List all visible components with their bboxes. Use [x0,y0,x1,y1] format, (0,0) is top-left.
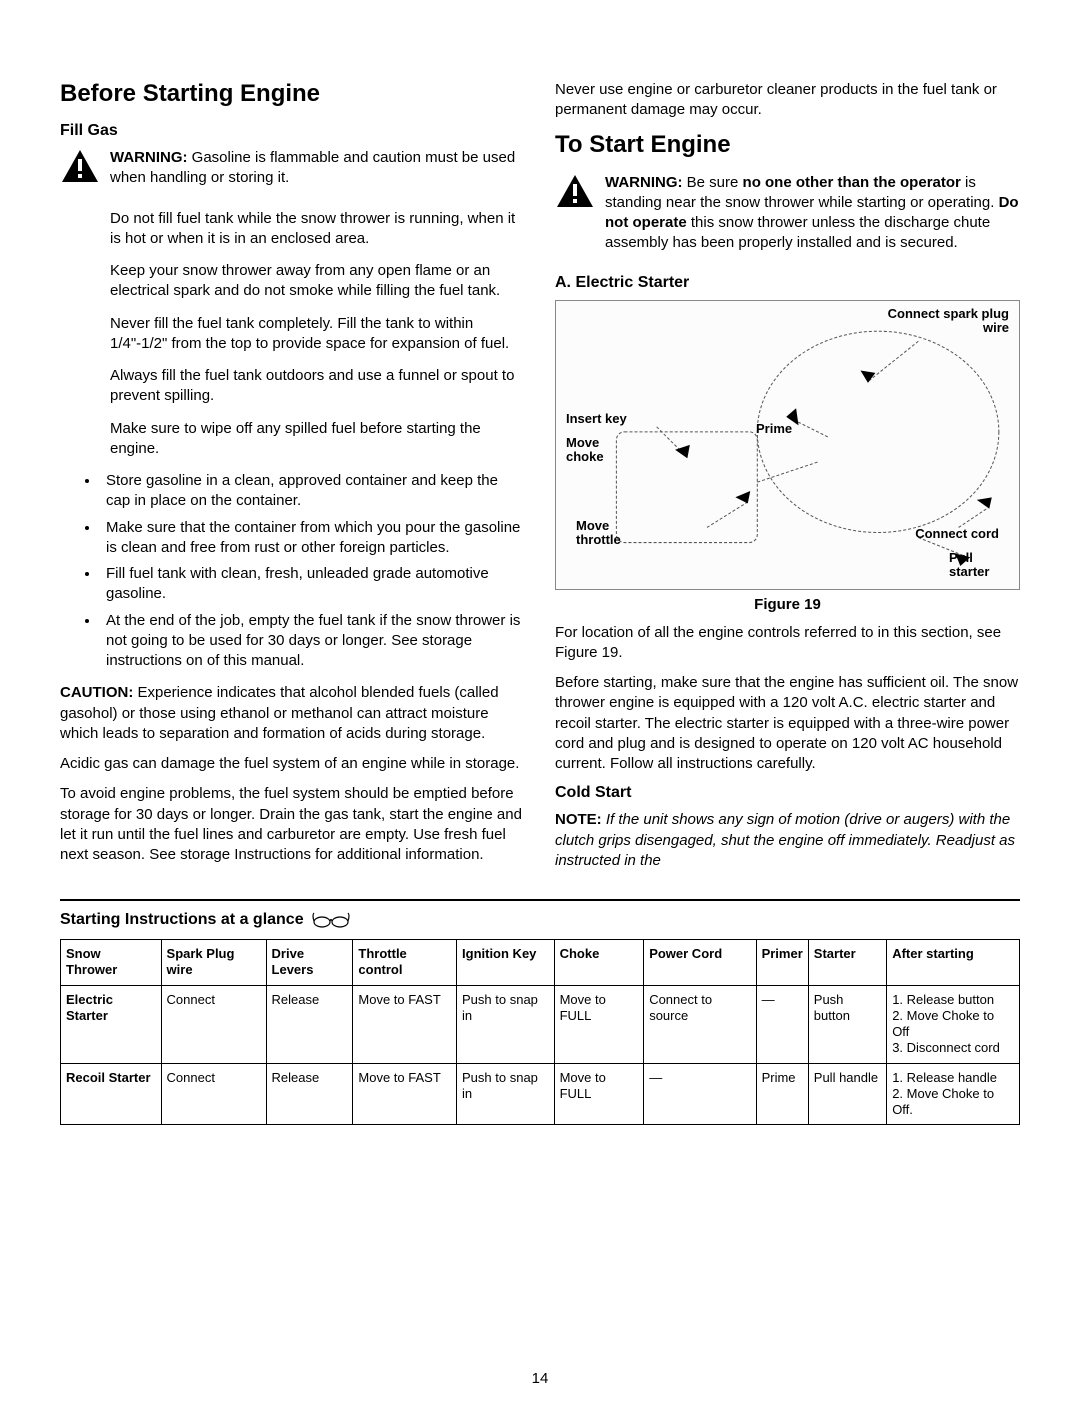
caution-paragraph: CAUTION: Experience indicates that alcoh… [60,683,525,744]
warning-paragraph: WARNING: Gasoline is flammable and cauti… [110,148,525,189]
heading-before-starting: Before Starting Engine [60,80,525,108]
safety-p2: Keep your snow thrower away from any ope… [110,261,525,302]
table-cell: Push to snap in [457,985,555,1063]
safety-p3: Never fill the fuel tank completely. Fil… [110,314,525,355]
glasses-icon [310,911,350,929]
bullet-item: Make sure that the container from which … [100,518,525,559]
th-power-cord: Power Cord [644,940,756,986]
th-starter: Starter [808,940,886,986]
heading-to-start: To Start Engine [555,131,1020,159]
table-cell: Release [266,1063,353,1125]
table-row: Electric StarterConnectReleaseMove to FA… [61,985,1020,1063]
warning-label: WARNING: [110,149,188,166]
row-header: Electric Starter [61,985,162,1063]
bullet-item: Fill fuel tank with clean, fresh, unlead… [100,564,525,605]
table-cell: 1. Release handle 2. Move Choke to Off. [887,1063,1020,1125]
subheading-electric-starter: A. Electric Starter [555,274,1020,292]
table-header-row: Snow Thrower Spark Plug wire Drive Lever… [61,940,1020,986]
before-starting-text: Before starting, make sure that the engi… [555,673,1020,774]
fig-label-choke: Move choke [566,436,626,465]
table-cell: — [756,985,808,1063]
two-column-layout: Before Starting Engine Fill Gas WARNING:… [60,80,1020,881]
warn-b: no one other than the operator [743,174,961,191]
table-row: Recoil StarterConnectReleaseMove to FAST… [61,1063,1020,1125]
th-primer: Primer [756,940,808,986]
th-spark-plug: Spark Plug wire [161,940,266,986]
note-label: NOTE: [555,811,602,828]
table-cell: Push to snap in [457,1063,555,1125]
subheading-fill-gas: Fill Gas [60,122,525,140]
figure-19-diagram: Connect spark plug wire Insert key Move … [555,300,1020,590]
bullet-item: At the end of the job, empty the fuel ta… [100,611,525,672]
th-throttle: Throttle control [353,940,457,986]
right-column: Never use engine or carburetor cleaner p… [555,80,1020,881]
fig-label-cord: Connect cord [915,526,999,541]
warn-a: Be sure [683,174,743,191]
subheading-cold-start: Cold Start [555,784,1020,802]
th-ignition-key: Ignition Key [457,940,555,986]
th-snow-thrower: Snow Thrower [61,940,162,986]
starting-instructions-table: Snow Thrower Spark Plug wire Drive Lever… [60,939,1020,1125]
table-cell: Move to FAST [353,985,457,1063]
caution-label: CAUTION: [60,684,133,701]
table-cell: Push button [808,985,886,1063]
fig-label-throttle: Move throttle [576,519,646,548]
table-cell: Move to FULL [554,985,644,1063]
table-cell: Connect [161,1063,266,1125]
glance-heading-row: Starting Instructions at a glance [60,911,1020,929]
table-cell: Move to FULL [554,1063,644,1125]
note-paragraph: NOTE: If the unit shows any sign of moti… [555,810,1020,871]
left-column: Before Starting Engine Fill Gas WARNING:… [60,80,525,881]
indented-safety-paragraphs: Do not fill fuel tank while the snow thr… [60,209,525,460]
table-cell: Release [266,985,353,1063]
glance-title: Starting Instructions at a glance [60,911,304,929]
th-drive-levers: Drive Levers [266,940,353,986]
acidic-paragraph: Acidic gas can damage the fuel system of… [60,754,525,774]
table-cell: Connect [161,985,266,1063]
warning-label: WARNING: [605,174,683,191]
bullet-item: Store gasoline in a clean, approved cont… [100,471,525,512]
avoid-paragraph: To avoid engine problems, the fuel syste… [60,784,525,865]
th-choke: Choke [554,940,644,986]
bullet-list: Store gasoline in a clean, approved cont… [100,471,525,671]
safety-p4: Always fill the fuel tank outdoors and u… [110,366,525,407]
table-cell: Pull handle [808,1063,886,1125]
table-body: Electric StarterConnectReleaseMove to FA… [61,985,1020,1125]
fig-label-starter: Pull starter [949,551,1009,580]
horizontal-rule [60,899,1020,901]
top-note: Never use engine or carburetor cleaner p… [555,80,1020,121]
table-cell: — [644,1063,756,1125]
th-after-starting: After starting [887,940,1020,986]
warning-block-right: WARNING: Be sure no one other than the o… [555,173,1020,264]
page-number: 14 [0,1370,1080,1387]
warning-block: WARNING: Gasoline is flammable and cauti… [60,148,525,199]
table-cell: 1. Release button 2. Move Choke to Off 3… [887,985,1020,1063]
fig-label-prime: Prime [756,421,792,436]
location-text: For location of all the engine controls … [555,623,1020,664]
safety-p1: Do not fill fuel tank while the snow thr… [110,209,525,250]
table-cell: Move to FAST [353,1063,457,1125]
table-cell: Connect to source [644,985,756,1063]
warning-triangle-icon [60,148,100,184]
fig-label-key: Insert key [566,411,627,426]
warning-paragraph-right: WARNING: Be sure no one other than the o… [605,173,1020,254]
figure-caption: Figure 19 [555,596,1020,613]
fig-label-spark: Connect spark plug wire [859,307,1009,336]
table-cell: Prime [756,1063,808,1125]
safety-p5: Make sure to wipe off any spilled fuel b… [110,419,525,460]
warning-triangle-icon [555,173,595,209]
note-text: If the unit shows any sign of motion (dr… [555,811,1015,869]
row-header: Recoil Starter [61,1063,162,1125]
